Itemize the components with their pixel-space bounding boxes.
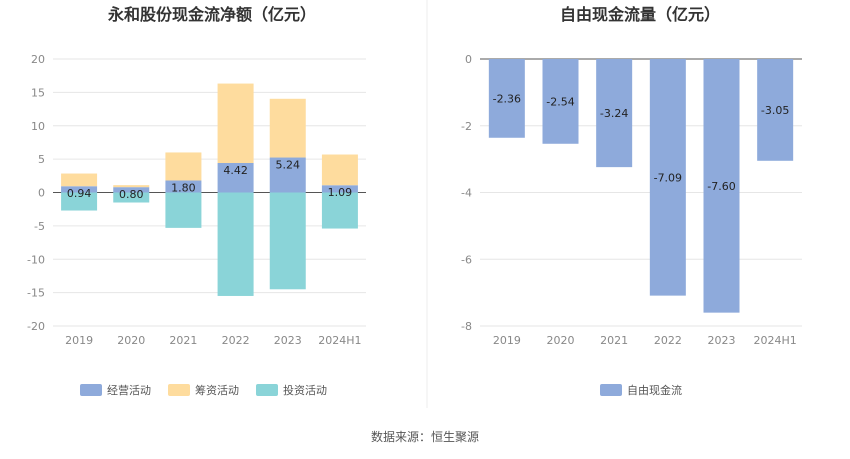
x-tick-label: 2020 (547, 334, 575, 347)
bar-自由现金流 (649, 59, 686, 296)
bar-投资活动 (61, 192, 98, 211)
bar-筹资活动 (165, 152, 202, 181)
bar-投资活动 (217, 192, 254, 296)
x-tick-label: 2021 (169, 334, 197, 347)
legend-swatch (168, 384, 190, 396)
x-tick-label: 2024H1 (754, 334, 797, 347)
x-tick-label: 2023 (274, 334, 302, 347)
bar-筹资活动 (217, 83, 254, 163)
bar-经营活动 (113, 187, 150, 193)
y-tick-label: -8 (461, 320, 472, 333)
x-tick-label: 2023 (708, 334, 736, 347)
data-label: -7.60 (707, 180, 735, 193)
legend-swatch (600, 384, 622, 396)
data-label: 5.24 (276, 159, 301, 172)
bar-自由现金流 (596, 59, 633, 168)
legend-swatch (80, 384, 102, 396)
bar-经营活动 (165, 180, 202, 193)
bar-经营活动 (61, 186, 98, 193)
bar-投资活动 (269, 192, 306, 290)
y-tick-label: 0 (38, 187, 45, 200)
legend-swatch (256, 384, 278, 396)
legend-label: 筹资活动 (195, 383, 239, 397)
y-tick-label: 5 (38, 153, 45, 166)
data-label: 1.09 (328, 186, 353, 199)
data-label: 1.80 (171, 181, 196, 194)
data-label: -7.09 (654, 171, 682, 184)
bar-筹资活动 (269, 98, 306, 158)
y-tick-label: -15 (27, 287, 45, 300)
y-tick-label: 0 (465, 53, 472, 66)
chart-1: 永和股份现金流净额（亿元） 20 15 10 5 0 -5 -10 -15 -20 2019 2020… (27, 5, 366, 397)
y-tick-label: -20 (27, 320, 45, 333)
data-label: -2.36 (493, 92, 521, 105)
y-tick-label: -10 (27, 253, 45, 266)
bar-自由现金流 (542, 59, 579, 144)
x-tick-label: 2024H1 (318, 334, 361, 347)
data-label: -2.54 (546, 95, 574, 108)
x-tick-label: 2022 (222, 334, 250, 347)
data-source-note: 数据来源：恒生聚源 (370, 430, 479, 444)
bar-经营活动 (217, 162, 254, 193)
x-tick-label: 2021 (600, 334, 628, 347)
x-tick-label: 2019 (65, 334, 93, 347)
chart-2: 自由现金流量（亿元） 0 -2 -4 -6 -8 2019 2020 2021 2022 2023 2… (461, 5, 802, 397)
y-tick-label: -2 (461, 120, 472, 133)
y-tick-label: 15 (31, 86, 45, 99)
data-label: -3.24 (600, 107, 628, 120)
data-label: -3.05 (761, 104, 789, 117)
bar-自由现金流 (488, 59, 525, 138)
x-tick-label: 2020 (117, 334, 145, 347)
data-label: 0.80 (119, 188, 144, 201)
chart-title: 永和股份现金流净额（亿元） (107, 5, 316, 24)
bar-筹资活动 (321, 154, 358, 186)
x-tick-label: 2022 (654, 334, 682, 347)
bar-经营活动 (321, 185, 358, 193)
x-tick-label: 2019 (493, 334, 521, 347)
bar-自由现金流 (757, 59, 794, 161)
bar-筹资活动 (113, 185, 150, 188)
y-tick-label: -5 (34, 220, 45, 233)
legend-label: 自由现金流 (627, 383, 682, 397)
legend-label: 经营活动 (107, 383, 151, 397)
y-tick-label: 20 (31, 53, 45, 66)
y-tick-label: -6 (461, 253, 472, 266)
bar-筹资活动 (61, 173, 98, 187)
legend-label: 投资活动 (283, 383, 327, 397)
y-tick-label: 10 (31, 120, 45, 133)
chart-title: 自由现金流量（亿元） (560, 5, 720, 24)
data-label: 4.42 (223, 164, 248, 177)
y-tick-label: -4 (461, 187, 472, 200)
data-label: 0.94 (67, 187, 92, 200)
bar-投资活动 (113, 192, 150, 203)
bar-投资活动 (321, 192, 358, 229)
bar-投资活动 (165, 192, 202, 228)
bar-自由现金流 (703, 59, 740, 313)
bar-经营活动 (269, 157, 306, 193)
